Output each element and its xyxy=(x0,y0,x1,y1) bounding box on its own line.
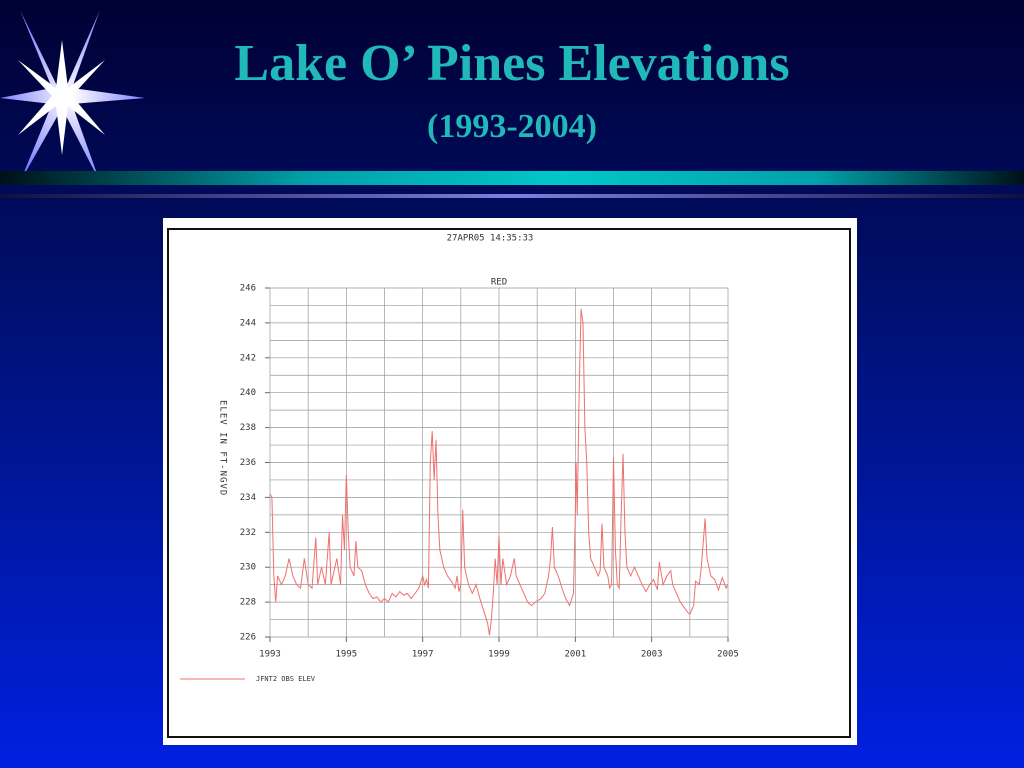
star-logo xyxy=(0,10,145,182)
y-tick-label: 244 xyxy=(240,318,256,328)
y-axis-label: ELEV IN FT-NGVD xyxy=(218,400,228,496)
x-tick-label: 1997 xyxy=(412,650,434,660)
y-tick-label: 232 xyxy=(240,528,256,538)
y-tick-label: 242 xyxy=(240,353,256,363)
stripe xyxy=(0,194,1024,198)
chart-background xyxy=(163,218,857,745)
slide-subtitle: (1993-2004) xyxy=(427,108,597,145)
chart-title: RED xyxy=(491,278,507,288)
y-tick-label: 226 xyxy=(240,633,256,643)
chart-frame xyxy=(167,228,851,738)
y-tick-label: 246 xyxy=(240,284,256,294)
data-line xyxy=(269,308,729,636)
y-tick-label: 230 xyxy=(240,563,256,573)
x-tick-label: 1999 xyxy=(488,650,510,660)
chart: 27APR05 14:35:33 RED ELEV IN FT-NGVD 226… xyxy=(163,218,857,745)
x-tick-label: 2001 xyxy=(564,650,586,660)
timestamp: 27APR05 14:35:33 xyxy=(447,234,534,244)
x-tick-label: 2005 xyxy=(717,650,739,660)
y-tick-label: 238 xyxy=(240,423,256,433)
x-tick-label: 2003 xyxy=(641,650,663,660)
slide-title: Lake O’ Pines Elevations xyxy=(234,35,790,92)
stripe xyxy=(0,171,1024,185)
x-tick-label: 1995 xyxy=(335,650,357,660)
y-tick-label: 240 xyxy=(240,388,256,398)
legend-label: JFNT2 OBS ELEV xyxy=(256,675,316,683)
x-tick-label: 1993 xyxy=(259,650,281,660)
y-tick-label: 228 xyxy=(240,598,256,608)
y-tick-label: 236 xyxy=(240,458,256,468)
y-tick-label: 234 xyxy=(240,493,256,503)
